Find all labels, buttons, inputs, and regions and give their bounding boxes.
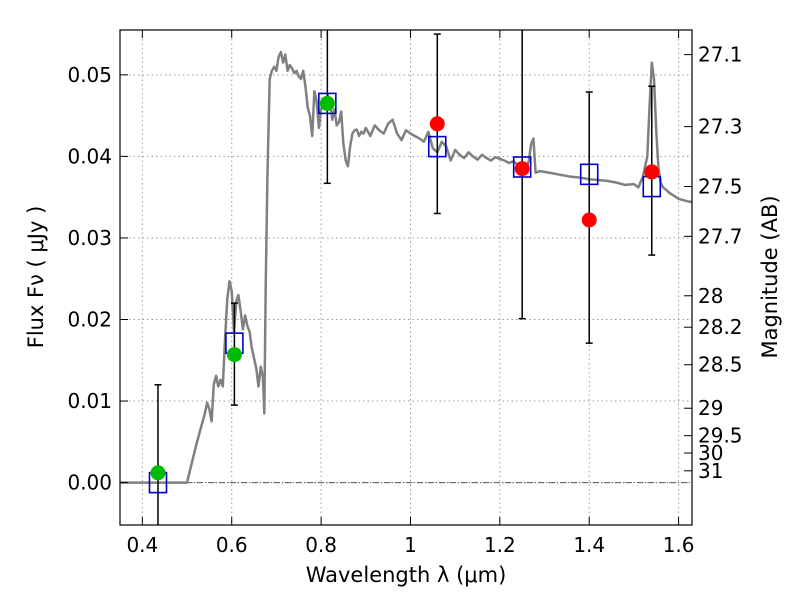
green-data-point	[319, 95, 335, 111]
tick-layer: 0.4 0.6 0.8 1 1.2 1.4 1.6 0.00 0.01 0.02 0.03 0.04 0…	[67, 30, 743, 557]
mag-tick-label: 27.3	[698, 115, 743, 139]
x-tick-label: 1.6	[663, 533, 695, 557]
spectrum-layer	[120, 50, 693, 484]
mag-tick-label: 27.1	[698, 43, 743, 67]
x-tick-label: 0.4	[126, 533, 158, 557]
mag-tick-label: 28.2	[698, 315, 743, 339]
mag-tick-label: 29	[698, 396, 723, 420]
plot-background	[120, 30, 692, 525]
mag-tick-label: 27.7	[698, 224, 743, 248]
mag-tick-label: 27.5	[698, 175, 743, 199]
mag-tick-label: 30	[698, 441, 723, 465]
x-tick-label: 0.6	[216, 533, 248, 557]
x-axis-title: Wavelength λ (μm)	[306, 563, 507, 587]
y-axis-title: Flux Fν ( μJy )	[24, 206, 48, 349]
model-band-square	[427, 135, 447, 158]
green-data-point	[226, 347, 242, 363]
y-tick-label: 0.05	[67, 63, 112, 87]
plot-frame	[119, 29, 693, 526]
red-data-point	[429, 116, 445, 132]
green-data-point	[150, 465, 166, 481]
y-tick-label: 0.01	[67, 389, 112, 413]
marker-layer	[148, 92, 662, 494]
y-tick-label: 0.02	[67, 307, 112, 331]
x-tick-label: 1.4	[573, 533, 605, 557]
grid-layer	[120, 30, 692, 525]
red-data-point	[514, 161, 530, 177]
x-tick-label: 0.8	[305, 533, 337, 557]
mag-tick-label: 28.5	[698, 353, 743, 377]
red-data-point	[581, 212, 597, 228]
mag-tick-label: 28	[698, 284, 723, 308]
mag-tick-label: 31	[698, 459, 723, 483]
y-tick-label: 0.04	[67, 144, 112, 168]
x-tick-label: 1.2	[484, 533, 516, 557]
mag-tick-label: 29.5	[698, 424, 743, 448]
y-tick-label: 0.03	[67, 226, 112, 250]
model-band-square	[579, 163, 599, 186]
model-spectrum-line	[120, 50, 693, 484]
model-band-square	[318, 92, 337, 115]
y2-axis-title: Magnitude (AB)	[758, 195, 782, 358]
red-data-point	[644, 164, 660, 180]
x-tick-label: 1	[404, 533, 417, 557]
model-band-square	[512, 156, 532, 178]
y-tick-label: 0.00	[67, 471, 112, 495]
